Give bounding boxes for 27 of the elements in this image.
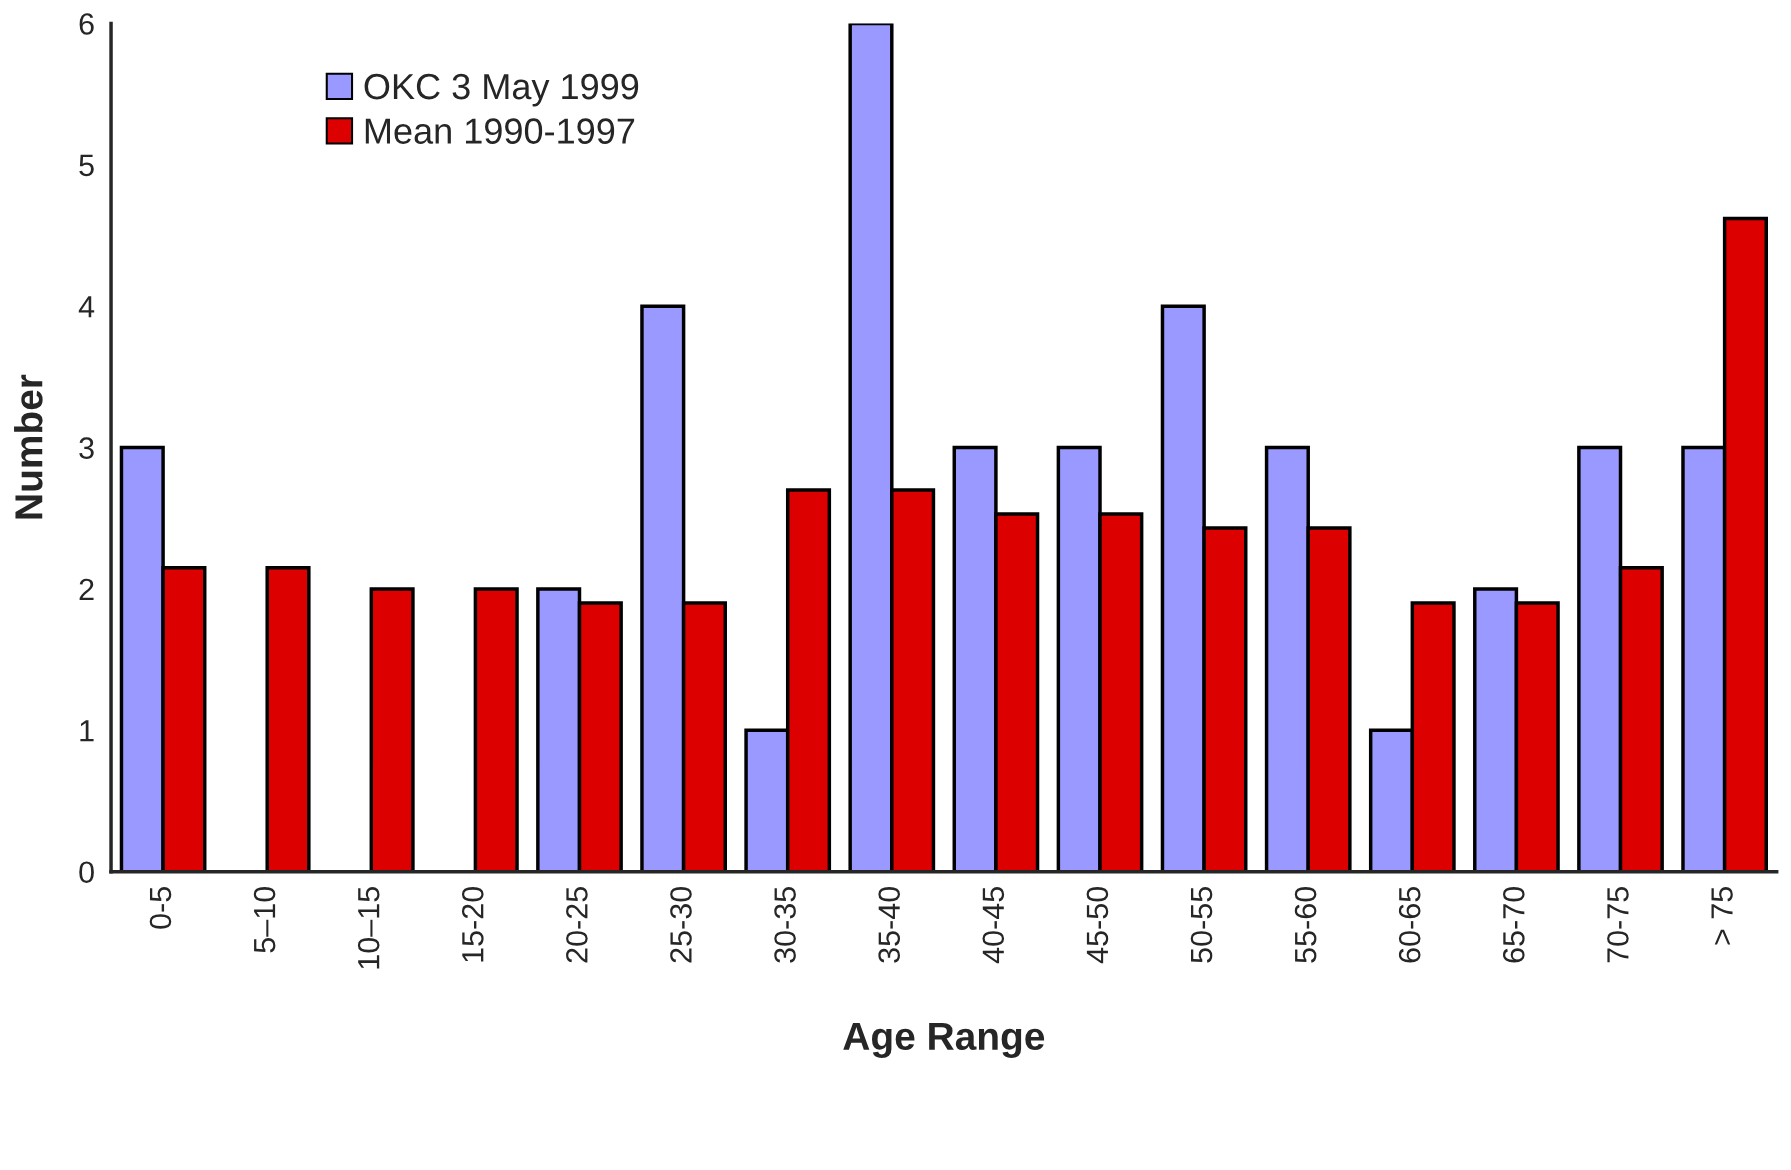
x-tick-label: 50-55 <box>1190 887 1213 963</box>
x-tick-label: 60-65 <box>1398 887 1421 963</box>
y-tick-label: 2 <box>79 578 94 600</box>
x-tick-label: > 75 <box>1711 887 1733 945</box>
x-axis-title: Age Range <box>843 1022 1045 1058</box>
x-tick-label: 65-70 <box>1502 886 1525 963</box>
x-tick-label: 55-60 <box>1294 886 1317 963</box>
x-tick-label: 5–10 <box>253 886 276 953</box>
y-tick-label: 5 <box>79 154 94 177</box>
y-tick-label: 3 <box>79 437 94 459</box>
x-tick-label: 15-20 <box>461 886 484 962</box>
x-tick-label: 20-25 <box>566 887 588 963</box>
x-tick-label: 35-40 <box>878 886 901 963</box>
y-tick-label: 6 <box>79 13 94 35</box>
x-tick-label: 45-50 <box>1086 886 1109 964</box>
x-tick-label: 30-35 <box>774 887 796 963</box>
x-tick-label: 0-5 <box>149 887 172 929</box>
y-tick-label: 1 <box>80 720 94 742</box>
x-tick-label: 25-30 <box>670 886 692 963</box>
legend-label: OKC 3 May 1999 <box>364 73 639 107</box>
x-tick-label: 70-75 <box>1607 887 1629 963</box>
y-axis-title: Number <box>14 374 43 519</box>
x-tick-label: 10–15 <box>357 887 380 969</box>
x-tick-label: 40-45 <box>982 887 1005 964</box>
y-tick-label: 0 <box>79 861 94 884</box>
legend-label: Mean 1990-1997 <box>365 118 635 144</box>
y-tick-label: 4 <box>78 296 95 318</box>
